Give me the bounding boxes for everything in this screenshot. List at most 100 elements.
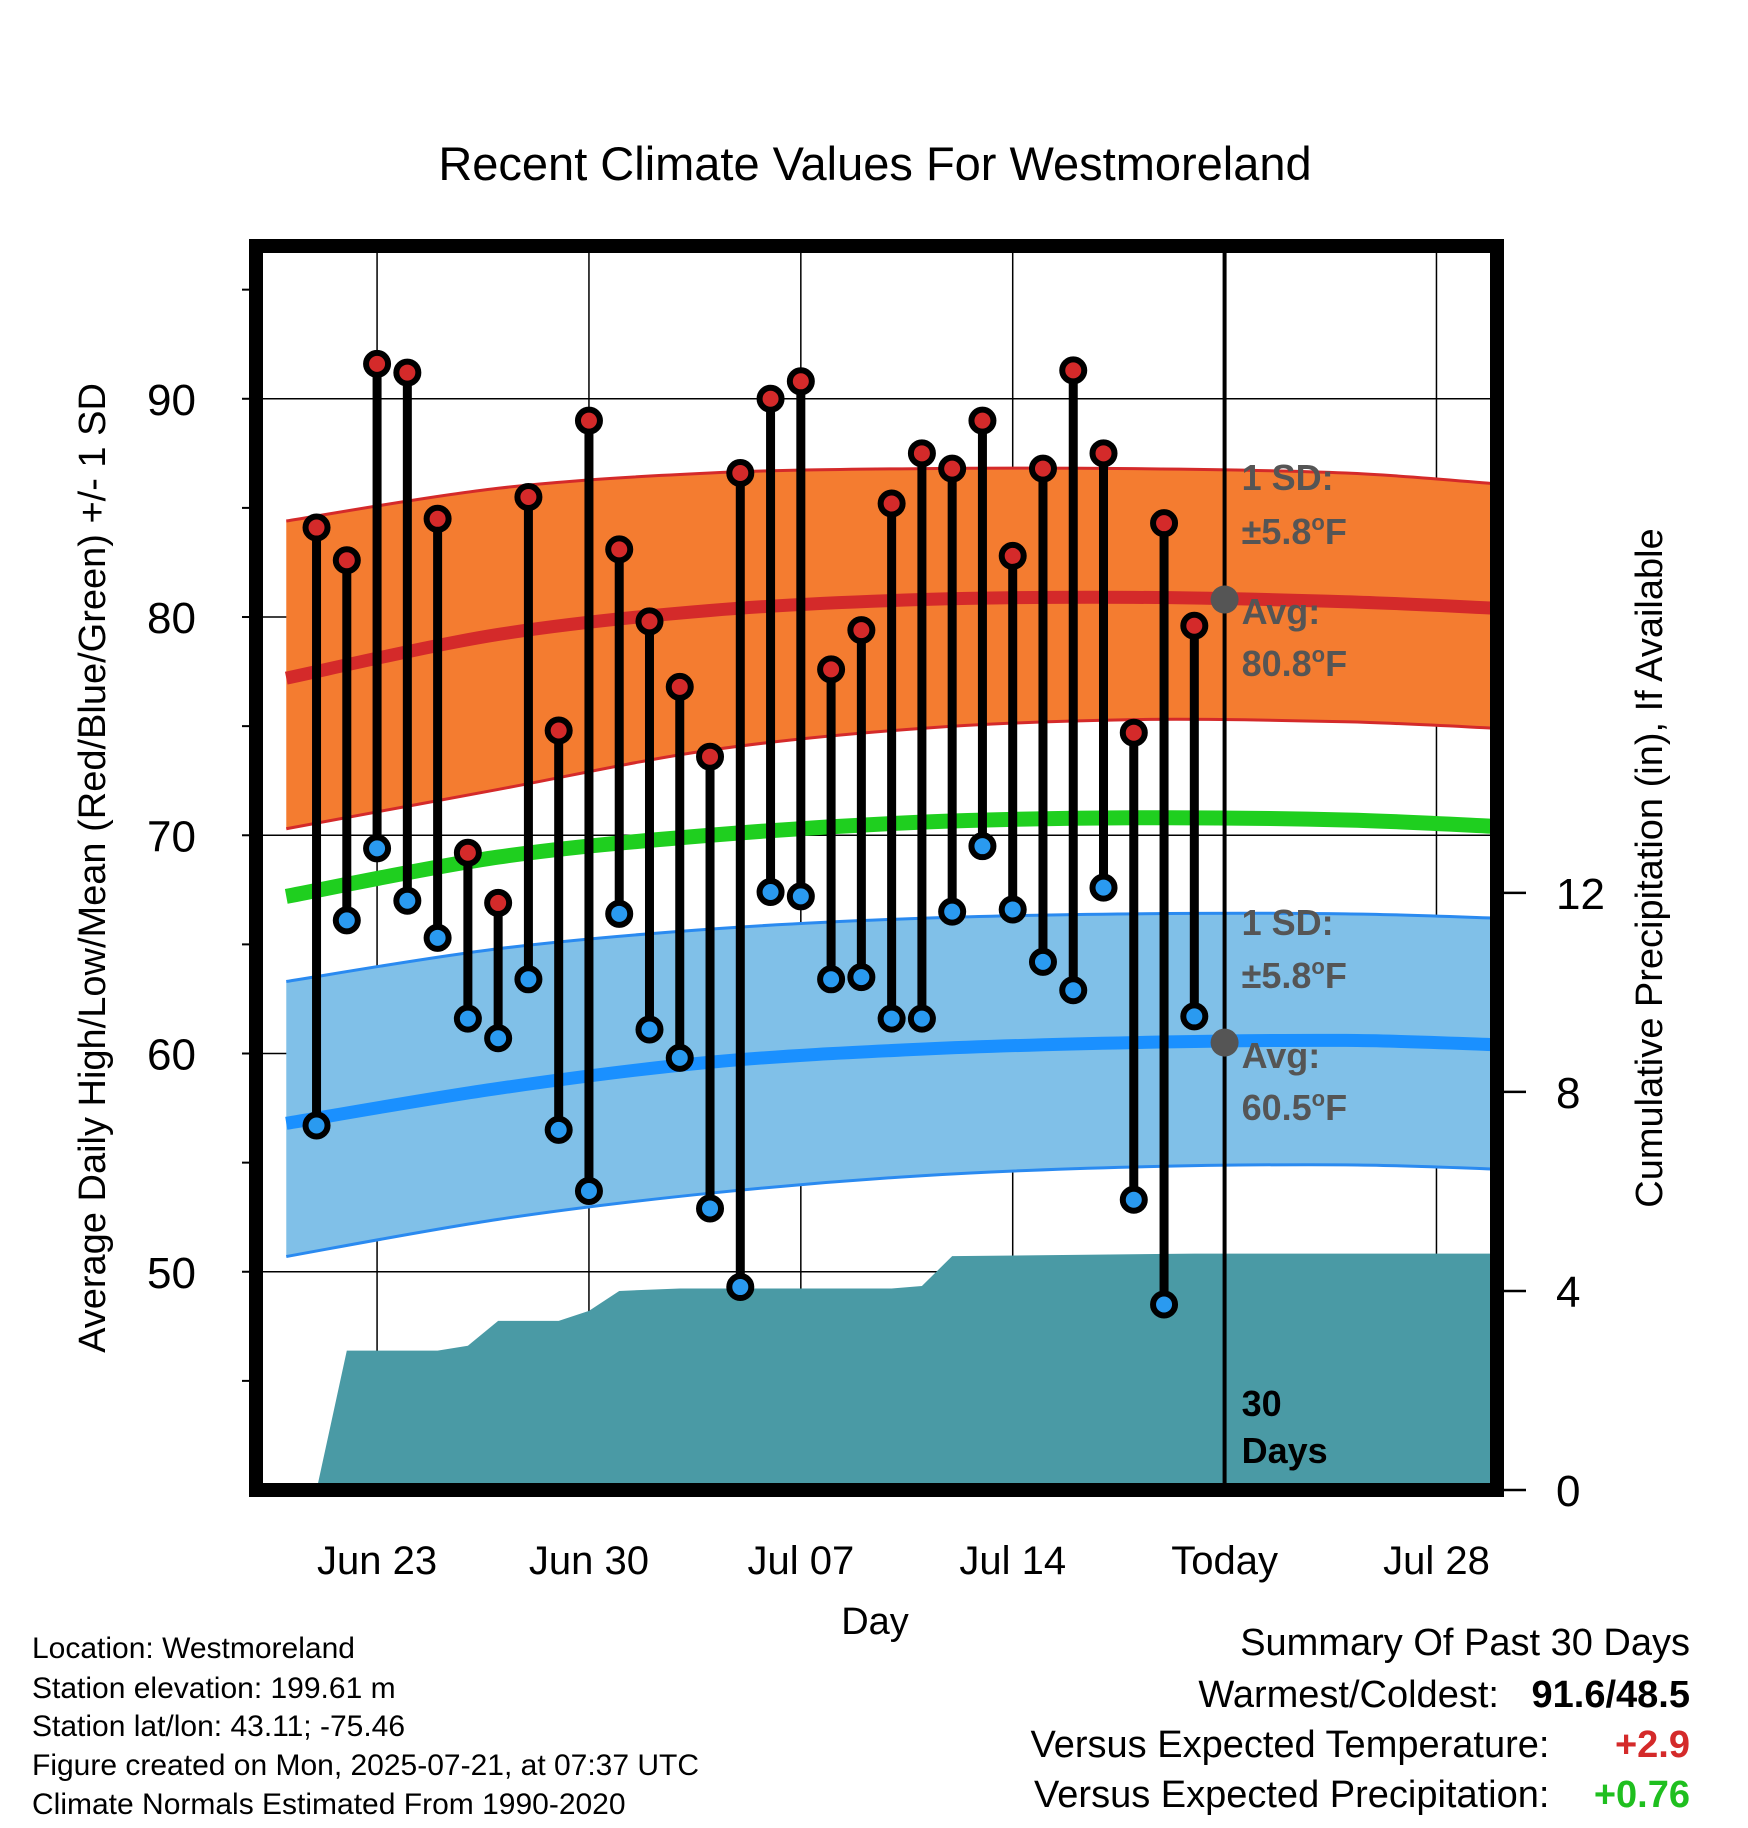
low-sd-value: ±5.8oF bbox=[1242, 954, 1347, 996]
x-tick-label: Jul 07 bbox=[747, 1539, 854, 1583]
high-point bbox=[696, 742, 725, 771]
low-point bbox=[1028, 947, 1057, 976]
summary-heading: Summary Of Past 30 Days bbox=[1240, 1622, 1690, 1665]
low-point bbox=[877, 1004, 906, 1033]
today-high-normal-marker bbox=[1210, 585, 1239, 614]
summary-temp-value: +2.9 bbox=[1614, 1724, 1690, 1766]
low-point bbox=[907, 1004, 936, 1033]
low-point bbox=[574, 1177, 603, 1206]
low-point bbox=[635, 1015, 664, 1044]
high-point bbox=[484, 888, 513, 917]
x-tick-label: Jun 30 bbox=[529, 1539, 649, 1583]
high-point bbox=[1150, 509, 1179, 538]
high-point bbox=[938, 454, 967, 483]
high-point bbox=[605, 535, 634, 564]
low-point bbox=[1089, 873, 1118, 902]
info-normals: Climate Normals Estimated From 1990-2020 bbox=[32, 1788, 626, 1821]
low-point bbox=[363, 834, 392, 863]
days-label-number: 30 bbox=[1242, 1383, 1282, 1424]
high-avg-label: Avg: bbox=[1242, 591, 1321, 632]
low-point bbox=[817, 965, 846, 994]
high-point bbox=[423, 504, 452, 533]
low-point bbox=[484, 1024, 513, 1053]
low-point bbox=[665, 1043, 694, 1072]
y-axis-label: Average Daily High/Low/Mean (Red/Blue/Gr… bbox=[72, 383, 114, 1353]
low-point bbox=[1180, 1002, 1209, 1031]
x-axis-label: Day bbox=[841, 1601, 909, 1643]
low-point bbox=[756, 878, 785, 907]
high-point bbox=[393, 358, 422, 387]
high-point bbox=[1119, 718, 1148, 747]
low-point bbox=[786, 882, 815, 911]
low-point bbox=[847, 963, 876, 992]
y-tick-label: 70 bbox=[147, 812, 196, 861]
high-avg-value: 80.8oF bbox=[1242, 642, 1348, 684]
high-point bbox=[1059, 356, 1088, 385]
high-sd-value: ±5.8oF bbox=[1242, 510, 1347, 552]
info-location: Location: Westmoreland bbox=[32, 1632, 355, 1665]
high-point bbox=[635, 607, 664, 636]
low-point bbox=[1059, 976, 1088, 1005]
low-point bbox=[1119, 1185, 1148, 1214]
high-point bbox=[1089, 439, 1118, 468]
high-point bbox=[756, 384, 785, 413]
y-tick-label: 50 bbox=[147, 1249, 196, 1298]
high-point bbox=[363, 349, 392, 378]
low-point bbox=[1150, 1290, 1179, 1319]
high-point bbox=[665, 672, 694, 701]
low-point bbox=[605, 899, 634, 928]
summary-heading-text: Summary Of Past 30 Days bbox=[1240, 1622, 1690, 1664]
high-point bbox=[332, 546, 361, 575]
high-point bbox=[968, 406, 997, 435]
x-tick-label: Jul 14 bbox=[959, 1539, 1066, 1583]
y2-tick-label: 12 bbox=[1556, 870, 1605, 919]
high-point bbox=[786, 367, 815, 396]
high-point bbox=[907, 439, 936, 468]
high-point bbox=[453, 838, 482, 867]
chart-title: Recent Climate Values For Westmoreland bbox=[438, 137, 1311, 190]
low-point bbox=[332, 906, 361, 935]
high-point bbox=[726, 458, 755, 487]
summary-precip-value: +0.76 bbox=[1593, 1774, 1690, 1816]
y2-tick-label: 8 bbox=[1556, 1069, 1580, 1118]
low-point bbox=[998, 895, 1027, 924]
low-point bbox=[302, 1111, 331, 1140]
summary-precip-label: Versus Expected Precipitation: bbox=[1034, 1774, 1550, 1816]
high-point bbox=[877, 489, 906, 518]
x-tick-label: Jun 23 bbox=[317, 1539, 437, 1583]
normal-low-line bbox=[285, 1033, 1492, 1130]
low-point bbox=[423, 923, 452, 952]
high-sd-label: 1 SD: bbox=[1242, 457, 1334, 498]
summary-warmest-label: Warmest/Coldest: bbox=[1198, 1674, 1499, 1716]
x-tick-label: Today bbox=[1171, 1539, 1278, 1583]
high-point bbox=[817, 655, 846, 684]
summary-temp-label: Versus Expected Temperature: bbox=[1030, 1724, 1550, 1766]
low-sd-label: 1 SD: bbox=[1242, 902, 1334, 943]
low-point bbox=[514, 965, 543, 994]
x-tick-label: Jul 28 bbox=[1383, 1539, 1490, 1583]
low-point bbox=[393, 886, 422, 915]
high-point bbox=[574, 406, 603, 435]
summary-warmest: Warmest/Coldest: 91.6/48.5 bbox=[1198, 1674, 1690, 1717]
summary-temp: Versus Expected Temperature: +2.9 bbox=[1031, 1724, 1690, 1767]
y2-tick-label: 4 bbox=[1556, 1268, 1580, 1317]
low-point bbox=[726, 1273, 755, 1302]
high-point bbox=[998, 541, 1027, 570]
y2-axis-label: Cumulative Precipitation (in), If Availa… bbox=[1629, 528, 1671, 1207]
days-label-text: Days bbox=[1242, 1430, 1328, 1471]
plot-frame bbox=[249, 239, 1504, 1497]
high-point bbox=[514, 482, 543, 511]
y-tick-label: 80 bbox=[147, 594, 196, 643]
y-tick-label: 60 bbox=[147, 1031, 196, 1080]
low-sd-lower-edge bbox=[286, 1163, 1492, 1258]
low-point bbox=[968, 832, 997, 861]
info-latlon: Station lat/lon: 43.11; -75.46 bbox=[32, 1710, 406, 1743]
low-avg-value: 60.5oF bbox=[1242, 1086, 1348, 1128]
precipitation-area bbox=[317, 1253, 1492, 1484]
low-point bbox=[544, 1115, 573, 1144]
y2-tick-label: 0 bbox=[1556, 1467, 1580, 1516]
summary-precip: Versus Expected Precipitation: +0.76 bbox=[1034, 1774, 1690, 1817]
summary-warmest-value: 91.6/48.5 bbox=[1531, 1674, 1690, 1716]
high-point bbox=[544, 716, 573, 745]
